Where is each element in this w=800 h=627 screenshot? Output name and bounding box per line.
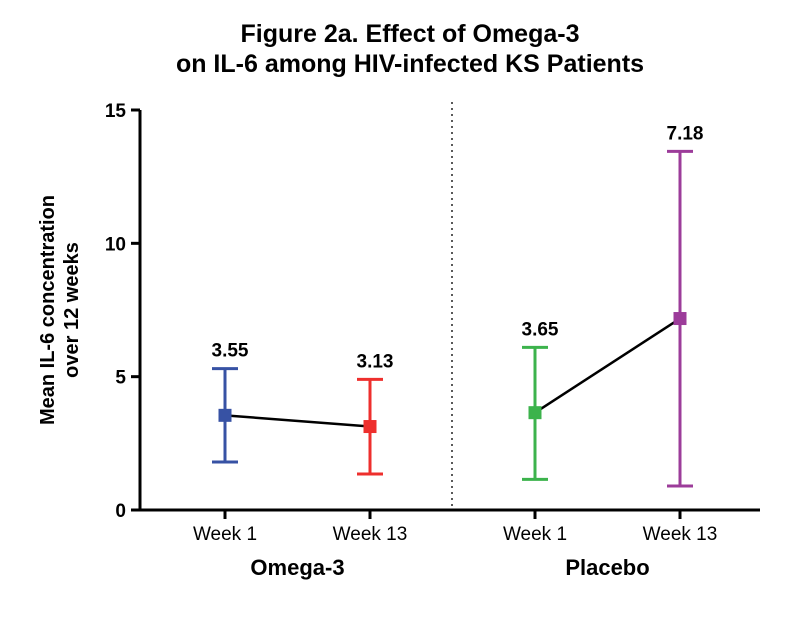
data-marker [364,420,377,433]
y-tick-label: 0 [115,501,126,522]
x-tick-label: Week 13 [643,524,718,545]
x-tick-label: Week 1 [503,524,567,545]
data-marker [219,409,232,422]
y-tick-label: 10 [105,234,126,255]
chart-svg: Figure 2a. Effect of Omega-3on IL-6 amon… [0,0,800,627]
chart-title-line1: Figure 2a. Effect of Omega-3 [241,20,580,48]
x-tick-label: Week 1 [193,524,257,545]
point-value-label: 7.18 [667,123,704,144]
y-axis-label-line1: Mean IL-6 concentration [37,195,59,425]
group-label: Omega-3 [250,555,344,580]
point-value-label: 3.55 [212,341,249,362]
chart-title-line2: on IL-6 among HIV-infected KS Patients [176,50,644,78]
data-marker [674,312,687,325]
y-tick-label: 5 [115,368,126,389]
group-label: Placebo [565,555,649,580]
y-tick-label: 15 [105,101,127,122]
data-marker [529,406,542,419]
point-value-label: 3.13 [357,351,394,372]
point-value-label: 3.65 [522,319,559,340]
chart-container: Figure 2a. Effect of Omega-3on IL-6 amon… [0,0,800,627]
x-tick-label: Week 13 [333,524,408,545]
y-axis-label-line2: over 12 weeks [61,242,83,378]
